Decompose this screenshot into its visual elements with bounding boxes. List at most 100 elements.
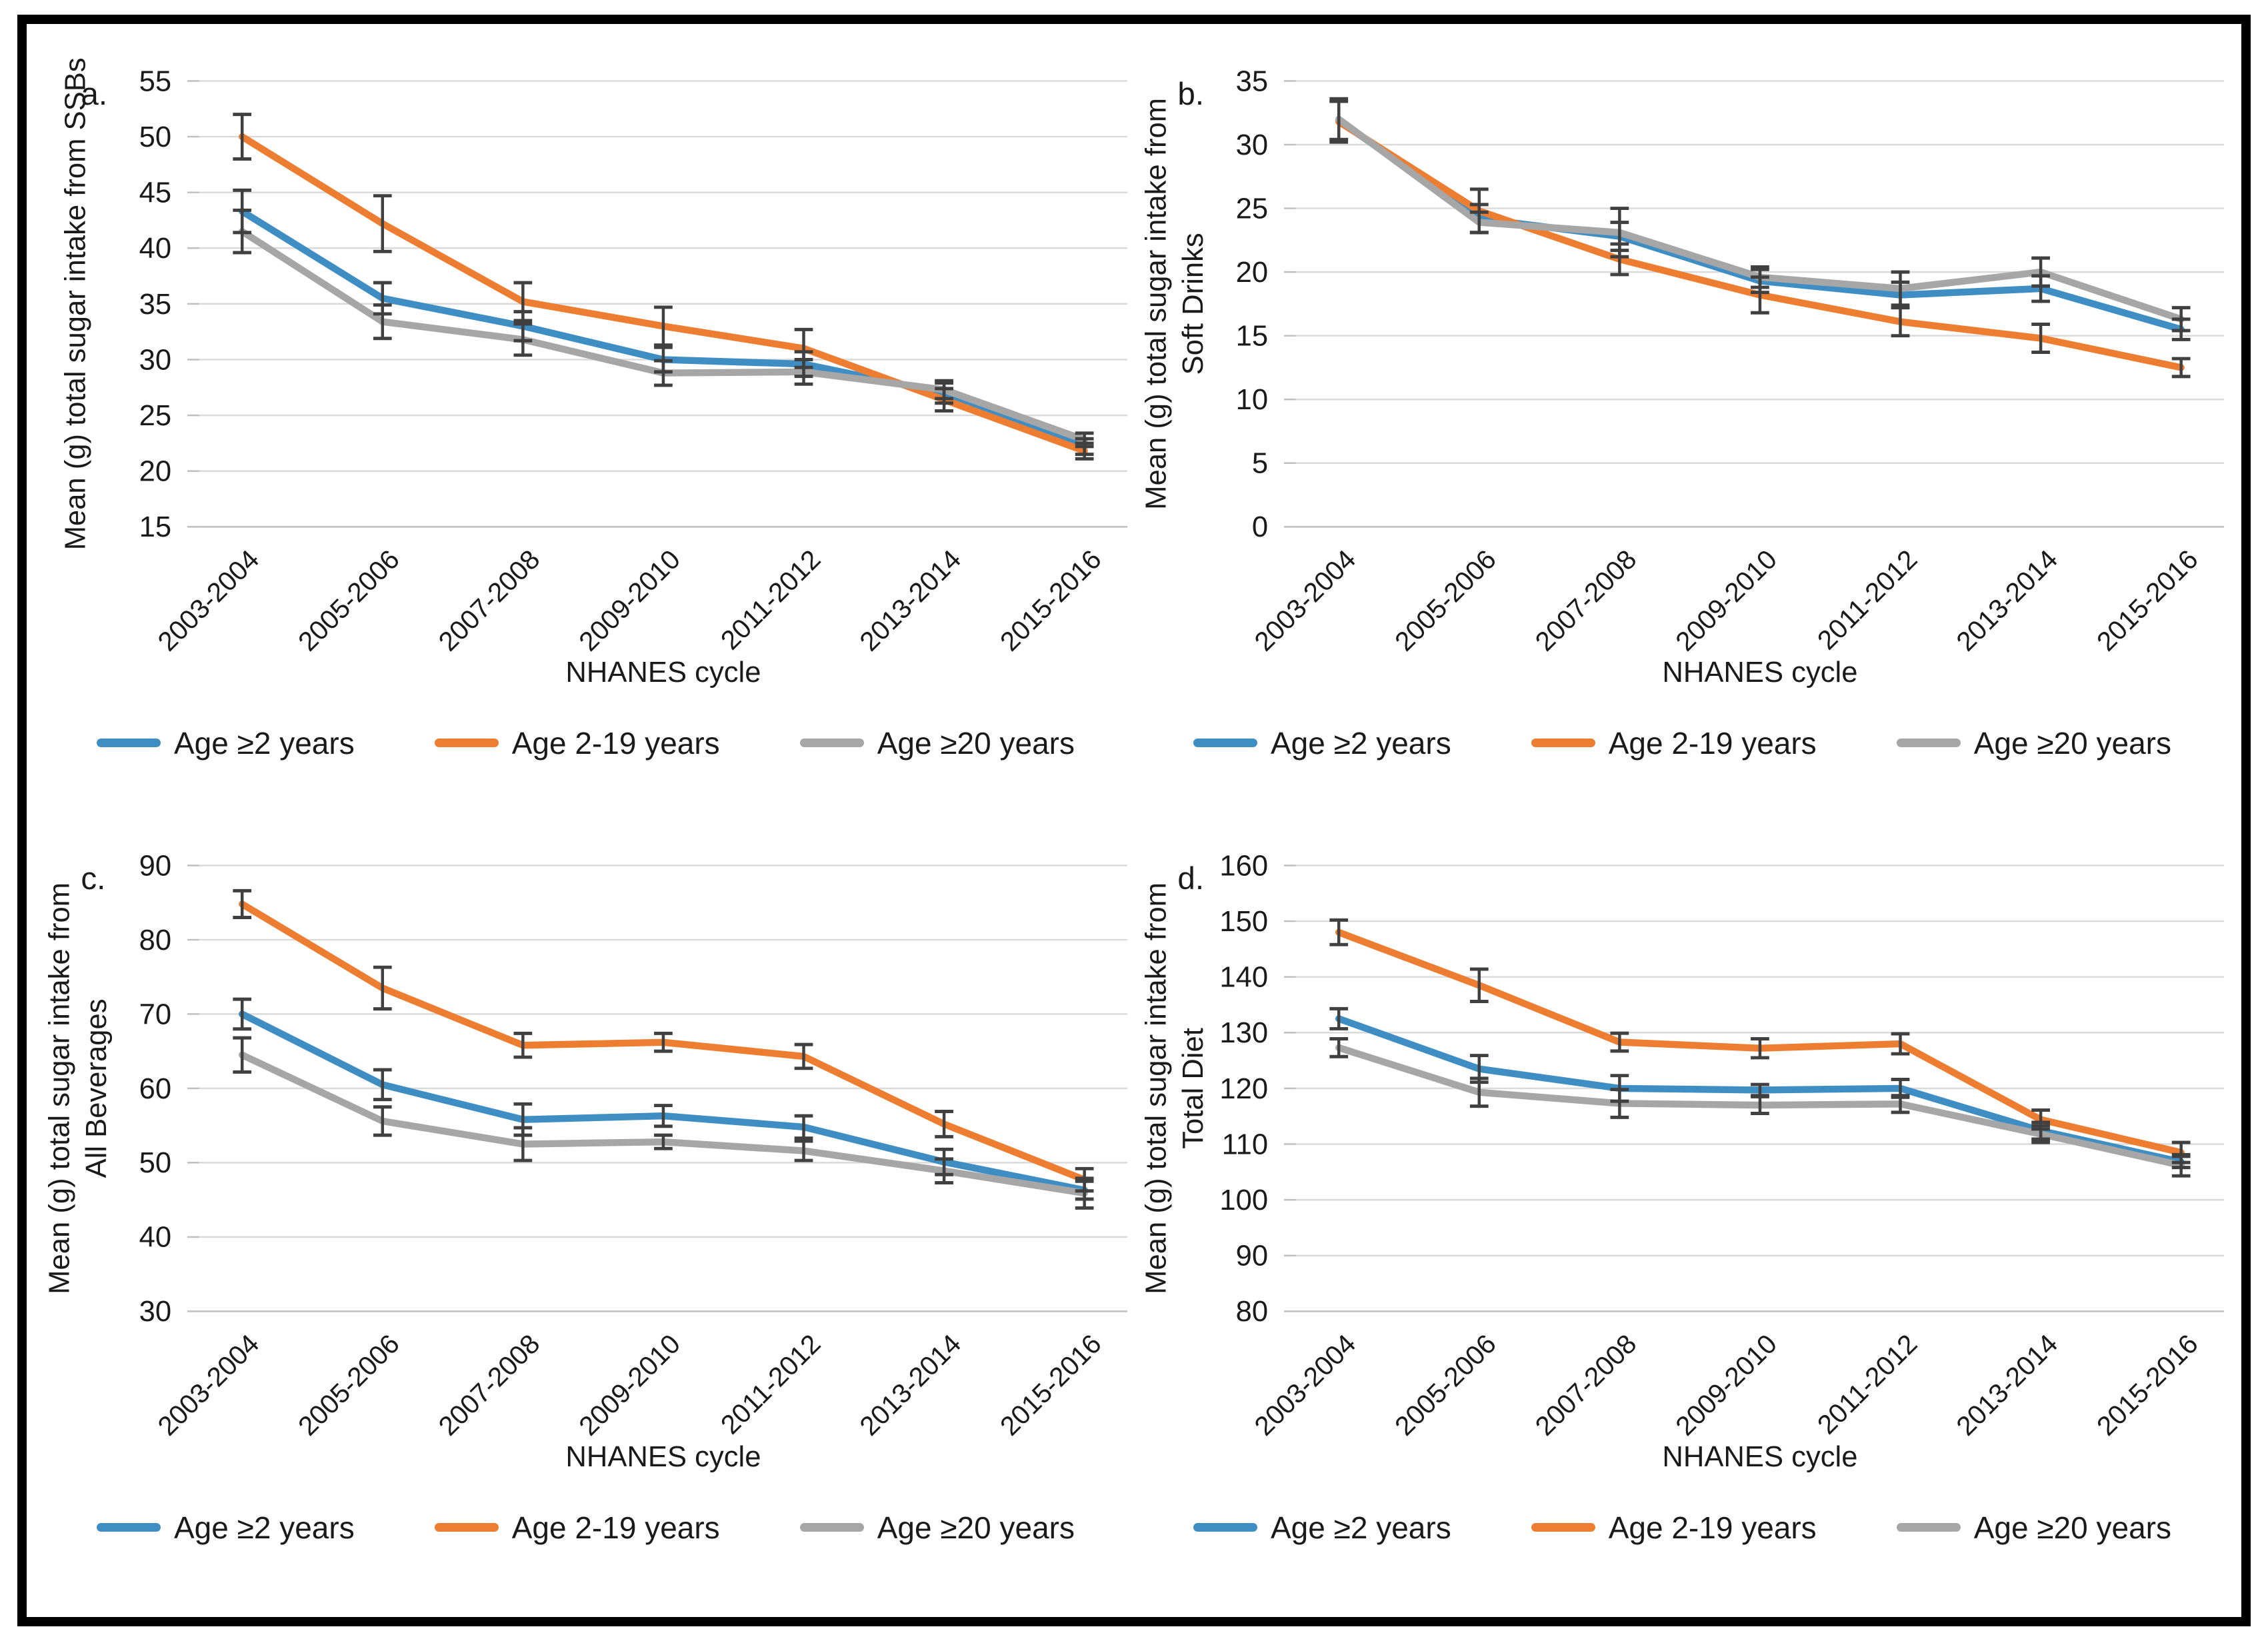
y-axis-title: Mean (g) total sugar intake from SSBs [59,57,91,550]
legend-swatch-blue [1193,1523,1257,1532]
panel-c: 30 40 50 60 70 80 90 c. Mean (g) total sugar int… [37,826,1134,1610]
y-tick-label: 110 [1222,1128,1269,1160]
legend-a: Age ≥2 years Age 2-19 years Age ≥20 years [37,703,1134,783]
x-category-label: 2011-2012 [715,544,827,656]
legend-c: Age ≥2 years Age 2-19 years Age ≥20 years [37,1488,1134,1568]
x-category-label: 2003-2004 [1248,1328,1361,1442]
chart-c: 30 40 50 60 70 80 90 c.Mean (g) total sugar int… [44,850,1128,1473]
x-category-label: 2011-2012 [715,1328,827,1440]
panels-grid: 15 20 25 30 35 40 45 50 55 a. Mean (g) total sugar… [37,41,2231,1610]
y-tick-label: 50 [139,121,171,153]
error-bars [233,113,1094,461]
y-tick-label: 120 [1219,1073,1268,1105]
x-category-label: 2005-2006 [292,544,405,657]
legend-d: Age ≥2 years Age 2-19 years Age ≥20 years [1134,1488,2231,1568]
x-category-label: 2007-2008 [433,544,546,657]
legend-b: Age ≥2 years Age 2-19 years Age ≥20 years [1134,703,2231,783]
y-tick-label: 70 [139,998,171,1030]
legend-item: Age 2-19 years [434,725,720,761]
legend-label: Age 2-19 years [1608,1510,1817,1545]
figure-frame: 15 20 25 30 35 40 45 50 55 a. Mean (g) total sugar… [17,15,2251,1626]
x-axis-labels: 2003-2004 2005-2006 2007-2008 2009-2010 2011… [1248,544,2203,657]
x-category-label: 2015-2016 [2091,544,2204,657]
legend-item: Age ≥20 years [1896,725,2171,761]
chart-a: 15 20 25 30 35 40 45 50 55 a.Mean (g) total sugar… [59,57,1128,689]
legend-label: Age ≥2 years [1270,725,1451,761]
y-tick-label: 0 [1252,511,1268,543]
x-category-label: 2007-2008 [1529,1328,1643,1442]
x-category-label: 2009-2010 [573,544,686,657]
y-tick-label: 45 [139,177,171,209]
legend-label: Age ≥20 years [1973,725,2171,761]
x-category-label: 2009-2010 [573,1328,686,1442]
legend-label: Age ≥20 years [877,1510,1075,1545]
x-category-label: 2003-2004 [151,544,265,657]
legend-swatch-orange [1531,1523,1595,1532]
legend-swatch-gray [799,1523,864,1532]
series-line-orange [1335,118,2185,371]
x-category-label: 2013-2014 [853,544,967,657]
y-axis-title: Mean (g) total sugar intake from [44,882,76,1294]
x-category-label: 2015-2016 [2091,1328,2204,1442]
y-axis-ticks: 80 90 100 110 120 130 140 150 160 [1219,850,1296,1328]
panel-a: 15 20 25 30 35 40 45 50 55 a. Mean (g) total sugar… [37,41,1134,826]
panel-letter: a. [81,77,107,112]
legend-label: Age ≥2 years [173,1510,355,1545]
x-category-label: 2013-2014 [853,1328,967,1442]
y-tick-label: 25 [139,400,171,432]
y-tick-label: 100 [1219,1184,1268,1216]
x-category-label: 2011-2012 [1811,1328,1923,1440]
y-tick-label: 30 [139,1296,171,1328]
y-tick-label: 5 [1252,448,1268,480]
y-axis-title: All Beverages [81,998,113,1178]
x-category-label: 2005-2006 [1389,544,1502,657]
x-category-label: 2015-2016 [994,544,1107,657]
x-category-label: 2007-2008 [433,1328,546,1442]
error-bars [1329,918,2191,1178]
legend-swatch-orange [434,739,499,748]
y-axis-title: Mean (g) total sugar intake from [1141,98,1173,510]
y-axis-ticks: 15 20 25 30 35 40 45 50 55 [139,65,199,543]
legend-item: Age 2-19 years [1531,1510,1817,1546]
legend-swatch-gray [1896,739,1961,748]
y-tick-label: 15 [1236,321,1269,353]
chart-b: 0 5 10 15 20 25 30 35 b.Mean (g) total sugar int… [1141,65,2225,689]
x-axis-labels: 2003-2004 2005-2006 2007-2008 2009-2010 2011… [151,1328,1107,1442]
legend-label: Age ≥2 years [1270,1510,1451,1545]
x-category-label: 2011-2012 [1811,544,1923,656]
legend-swatch-blue [96,739,161,748]
y-tick-label: 80 [1236,1296,1269,1328]
x-category-label: 2007-2008 [1529,544,1643,657]
y-tick-label: 30 [1236,129,1269,161]
panel-letter: c. [81,861,105,896]
panel-d: 80 90 100 110 120 130 140 150 160 d. Mean (g) tota… [1134,826,2231,1610]
legend-swatch-gray [799,739,864,748]
panel-b: 0 5 10 15 20 25 30 35 b. Mean (g) total sugar int… [1134,41,2231,826]
x-category-label: 2009-2010 [1669,1328,1783,1442]
y-axis-ticks: 0 5 10 15 20 25 30 35 [1236,65,1296,543]
x-axis-labels: 2003-2004 2005-2006 2007-2008 2009-2010 2011… [151,544,1107,657]
y-tick-label: 55 [139,65,171,97]
y-tick-label: 50 [139,1147,171,1179]
y-tick-label: 40 [139,233,171,265]
y-axis-ticks: 30 40 50 60 70 80 90 [139,850,199,1328]
y-tick-label: 25 [1236,193,1269,225]
y-tick-label: 150 [1219,906,1268,938]
legend-label: Age ≥2 years [173,725,355,761]
legend-item: Age ≥2 years [96,725,355,761]
legend-item: Age ≥2 years [1193,1510,1451,1546]
x-axis-labels: 2003-2004 2005-2006 2007-2008 2009-2010 2011… [1248,1328,2203,1442]
x-category-label: 2005-2006 [1389,1328,1502,1442]
y-tick-label: 90 [1236,1240,1269,1272]
x-category-label: 2015-2016 [994,1328,1107,1442]
x-category-label: 2013-2014 [1950,1328,2063,1442]
x-axis-title: NHANES cycle [565,657,761,689]
y-tick-label: 80 [139,924,171,956]
y-tick-label: 130 [1219,1017,1268,1049]
y-tick-label: 35 [139,289,171,321]
legend-item: Age ≥20 years [799,1510,1075,1546]
x-axis-title: NHANES cycle [1662,657,1857,689]
y-tick-label: 60 [139,1073,171,1105]
y-axis-title: Total Diet [1177,1028,1209,1149]
